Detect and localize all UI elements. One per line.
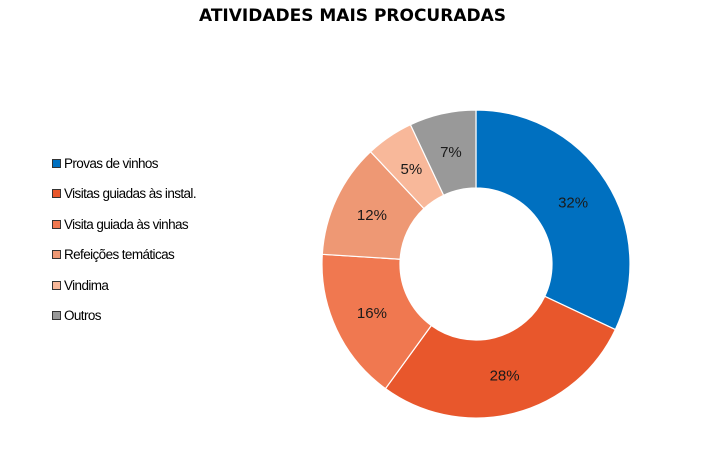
legend-swatch bbox=[52, 250, 61, 260]
data-label-0: 32% bbox=[558, 194, 588, 211]
legend-item-outros: Outros bbox=[52, 301, 196, 332]
legend-item-visitas: Visitas guiadas às instal. bbox=[52, 179, 197, 210]
data-label-5: 7% bbox=[440, 144, 462, 161]
legend-label: Outros bbox=[64, 308, 102, 324]
legend-item-provas: Provas de vinhos bbox=[52, 148, 196, 179]
donut-slice-1 bbox=[384, 295, 617, 419]
legend-label: Visita guiada às vinhas bbox=[64, 216, 189, 232]
legend-swatch bbox=[52, 219, 61, 229]
legend-swatch bbox=[52, 189, 61, 199]
legend-label: Refeições temáticas bbox=[64, 247, 175, 263]
legend-swatch bbox=[52, 280, 61, 290]
donut-slice-5 bbox=[409, 109, 477, 197]
legend-item-visita-vinhas: Visita guiada às vinhas bbox=[52, 209, 196, 240]
legend-swatch bbox=[52, 158, 61, 168]
chart-title: ATIVIDADES MAIS PROCURADAS bbox=[199, 6, 506, 26]
legend-label: Visitas guiadas às instal. bbox=[64, 186, 197, 202]
donut-slice-0 bbox=[475, 109, 631, 331]
legend-swatch bbox=[52, 311, 61, 321]
legend-label: Provas de vinhos bbox=[64, 155, 159, 171]
legend-label: Vindima bbox=[64, 277, 109, 293]
legend-item-vindima: Vindima bbox=[52, 270, 196, 301]
chart-legend: Provas de vinhos Visitas guiadas às inst… bbox=[52, 148, 197, 332]
data-label-4: 5% bbox=[401, 161, 423, 178]
data-label-1: 28% bbox=[490, 367, 520, 384]
data-label-3: 12% bbox=[357, 207, 387, 224]
legend-item-refeicoes: Refeições temáticas bbox=[52, 240, 196, 271]
data-label-2: 16% bbox=[357, 305, 387, 322]
